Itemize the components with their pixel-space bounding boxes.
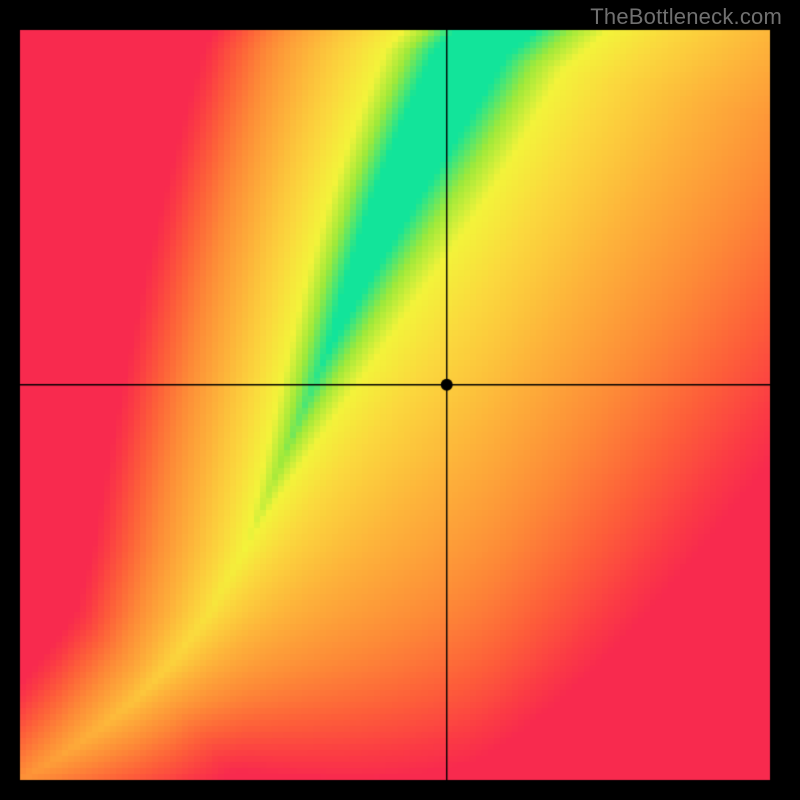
bottleneck-heatmap [0, 0, 800, 800]
watermark-label: TheBottleneck.com [590, 4, 782, 30]
